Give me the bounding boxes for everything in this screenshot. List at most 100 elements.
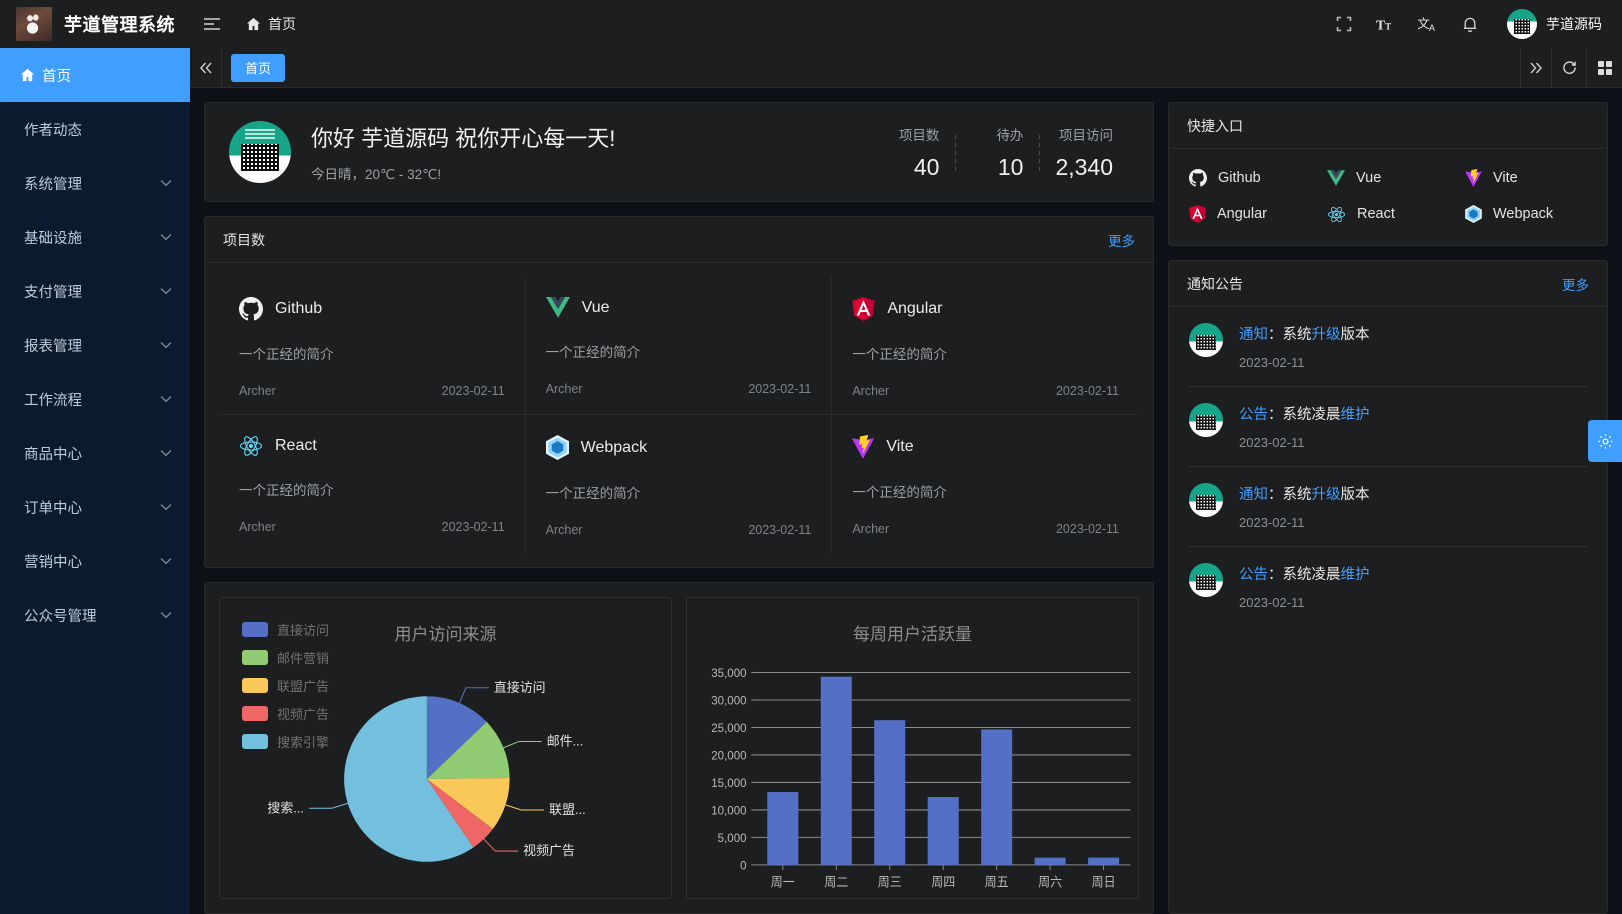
user-menu[interactable]: 芋道源码 [1493,9,1608,39]
notices-list: 通知：系统升级版本 2023-02-11 公告：系统凌晨维护 2023-02-1… [1169,307,1607,626]
sidebar-item-infrastructure[interactable]: 基础设施 [0,210,190,264]
quick-link-angular[interactable]: Angular [1189,205,1327,223]
quick-link-label: Github [1218,170,1261,186]
pie-slice[interactable] [344,696,474,862]
sidebar-item-workflow[interactable]: 工作流程 [0,372,190,426]
sidebar-item-payment[interactable]: 支付管理 [0,264,190,318]
svg-text:文: 文 [1418,16,1430,31]
stat-todo: 待办 10 [955,124,1039,181]
quick-entry-header: 快捷入口 [1169,103,1607,149]
x-axis-tick-label: 周四 [931,875,955,890]
home-icon [246,17,261,31]
tab-list: 首页 [222,48,1520,88]
bar[interactable] [874,720,906,865]
project-card[interactable]: Webpack 一个正经的简介 Archer 2023-02-11 [526,415,833,553]
projects-grid: Github 一个正经的简介 Archer 2023-02-11 [219,277,1139,553]
stat-value: 2,340 [1055,153,1113,180]
chevron-double-right-icon[interactable] [1520,47,1552,88]
github-icon [239,297,263,321]
breadcrumb[interactable]: 首页 [234,14,308,34]
x-axis-tick-label: 周五 [985,875,1009,890]
header-actions: T T 文 A 芋道源码 [1325,0,1622,48]
project-card[interactable]: Github 一个正经的简介 Archer 2023-02-11 [219,277,526,415]
bar[interactable] [927,797,959,865]
project-head: Github [239,297,505,321]
quick-link-github[interactable]: Github [1189,169,1327,187]
sidebar-item-order[interactable]: 订单中心 [0,480,190,534]
pie-leader-line [503,803,544,811]
project-author: Archer [545,523,583,537]
notice-body: 公告：系统凌晨维护 2023-02-11 [1239,563,1370,610]
stat-visits: 项目访问 2,340 [1039,124,1129,181]
translate-icon[interactable]: 文 A [1409,0,1447,48]
bar[interactable] [767,792,799,865]
quick-link-vite[interactable]: Vite [1465,169,1603,187]
project-name: Vue [581,299,610,316]
quick-entry-title: 快捷入口 [1187,117,1243,134]
notice-sep: ：系统凌晨 [1268,567,1341,583]
notice-item[interactable]: 公告：系统凌晨维护 2023-02-11 [1189,387,1587,467]
pie-leader-line [309,802,350,809]
sidebar-item-product[interactable]: 商品中心 [0,426,190,480]
y-axis-tick-label: 15,000 [711,776,747,791]
project-name: Github [275,300,323,317]
fullscreen-icon[interactable] [1325,0,1363,48]
quick-link-vue[interactable]: Vue [1327,169,1465,187]
pie-slice[interactable] [426,777,510,830]
notice-highlight: 升级 [1311,327,1341,343]
notice-item[interactable]: 公告：系统凌晨维护 2023-02-11 [1189,547,1587,626]
legend-item[interactable]: 邮件营销 [242,648,329,667]
sidebar-item-marketing[interactable]: 营销中心 [0,534,190,588]
project-card[interactable]: Angular 一个正经的简介 Archer 2023-02-11 [832,277,1139,415]
svg-text:T: T [1385,21,1391,31]
notices-more-link[interactable]: 更多 [1562,277,1589,293]
legend-swatch [242,622,268,637]
notice-item[interactable]: 通知：系统升级版本 2023-02-11 [1189,467,1587,547]
brand[interactable]: 芋道管理系统 [0,7,190,41]
bar[interactable] [1088,857,1120,865]
tab-home[interactable]: 首页 [231,53,286,82]
project-head: Angular [852,297,1119,321]
chevron-down-icon [160,179,172,187]
legend-item[interactable]: 联盟广告 [242,676,329,695]
project-footer: Archer 2023-02-11 [239,384,505,398]
pie-slice[interactable] [426,696,487,780]
user-name: 芋道源码 [1546,16,1602,32]
notice-title[interactable]: 公告：系统凌晨维护 [1239,563,1370,584]
grid-icon[interactable] [1587,48,1622,88]
pie-slice[interactable] [426,779,493,848]
sidebar-item-mp[interactable]: 公众号管理 [0,588,190,642]
bar[interactable] [1034,857,1066,865]
quick-link-webpack[interactable]: Webpack [1465,205,1603,223]
projects-more-link[interactable]: 更多 [1108,233,1135,249]
sidebar-item-system[interactable]: 系统管理 [0,156,190,210]
legend-item[interactable]: 直接访问 [242,620,329,639]
project-card[interactable]: Vue 一个正经的简介 Archer 2023-02-11 [525,277,833,415]
notice-title[interactable]: 通知：系统升级版本 [1239,483,1370,504]
sidebar-item-author-news[interactable]: 作者动态 [0,102,190,156]
legend-label: 搜索引擎 [277,735,330,750]
bar[interactable] [981,729,1013,865]
project-author: Archer [852,384,890,398]
notice-title[interactable]: 通知：系统升级版本 [1239,323,1370,344]
bell-icon[interactable] [1451,0,1489,48]
sidebar-item-report[interactable]: 报表管理 [0,318,190,372]
bar[interactable] [820,676,852,865]
font-size-icon[interactable]: T T [1367,0,1405,48]
quick-link-react[interactable]: React [1327,205,1465,223]
hamburger-icon[interactable] [190,0,234,48]
legend-item[interactable]: 搜索引擎 [242,732,329,751]
settings-drawer-button[interactable] [1588,420,1622,462]
chevron-double-left-icon[interactable] [190,47,222,88]
legend-item[interactable]: 视频广告 [242,704,329,723]
project-card[interactable]: Vite 一个正经的简介 Archer 2023-02-11 [832,415,1139,553]
notice-title[interactable]: 公告：系统凌晨维护 [1239,403,1370,424]
pie-slice[interactable] [426,721,510,780]
notice-item[interactable]: 通知：系统升级版本 2023-02-11 [1189,307,1587,387]
notice-suffix: 版本 [1340,327,1370,343]
sidebar-item-home[interactable]: 首页 [0,48,190,102]
project-date: 2023-02-11 [441,520,505,534]
project-card[interactable]: React 一个正经的简介 Archer 2023-02-11 [219,415,526,553]
refresh-icon[interactable] [1552,47,1587,88]
notice-body: 通知：系统升级版本 2023-02-11 [1239,323,1370,370]
